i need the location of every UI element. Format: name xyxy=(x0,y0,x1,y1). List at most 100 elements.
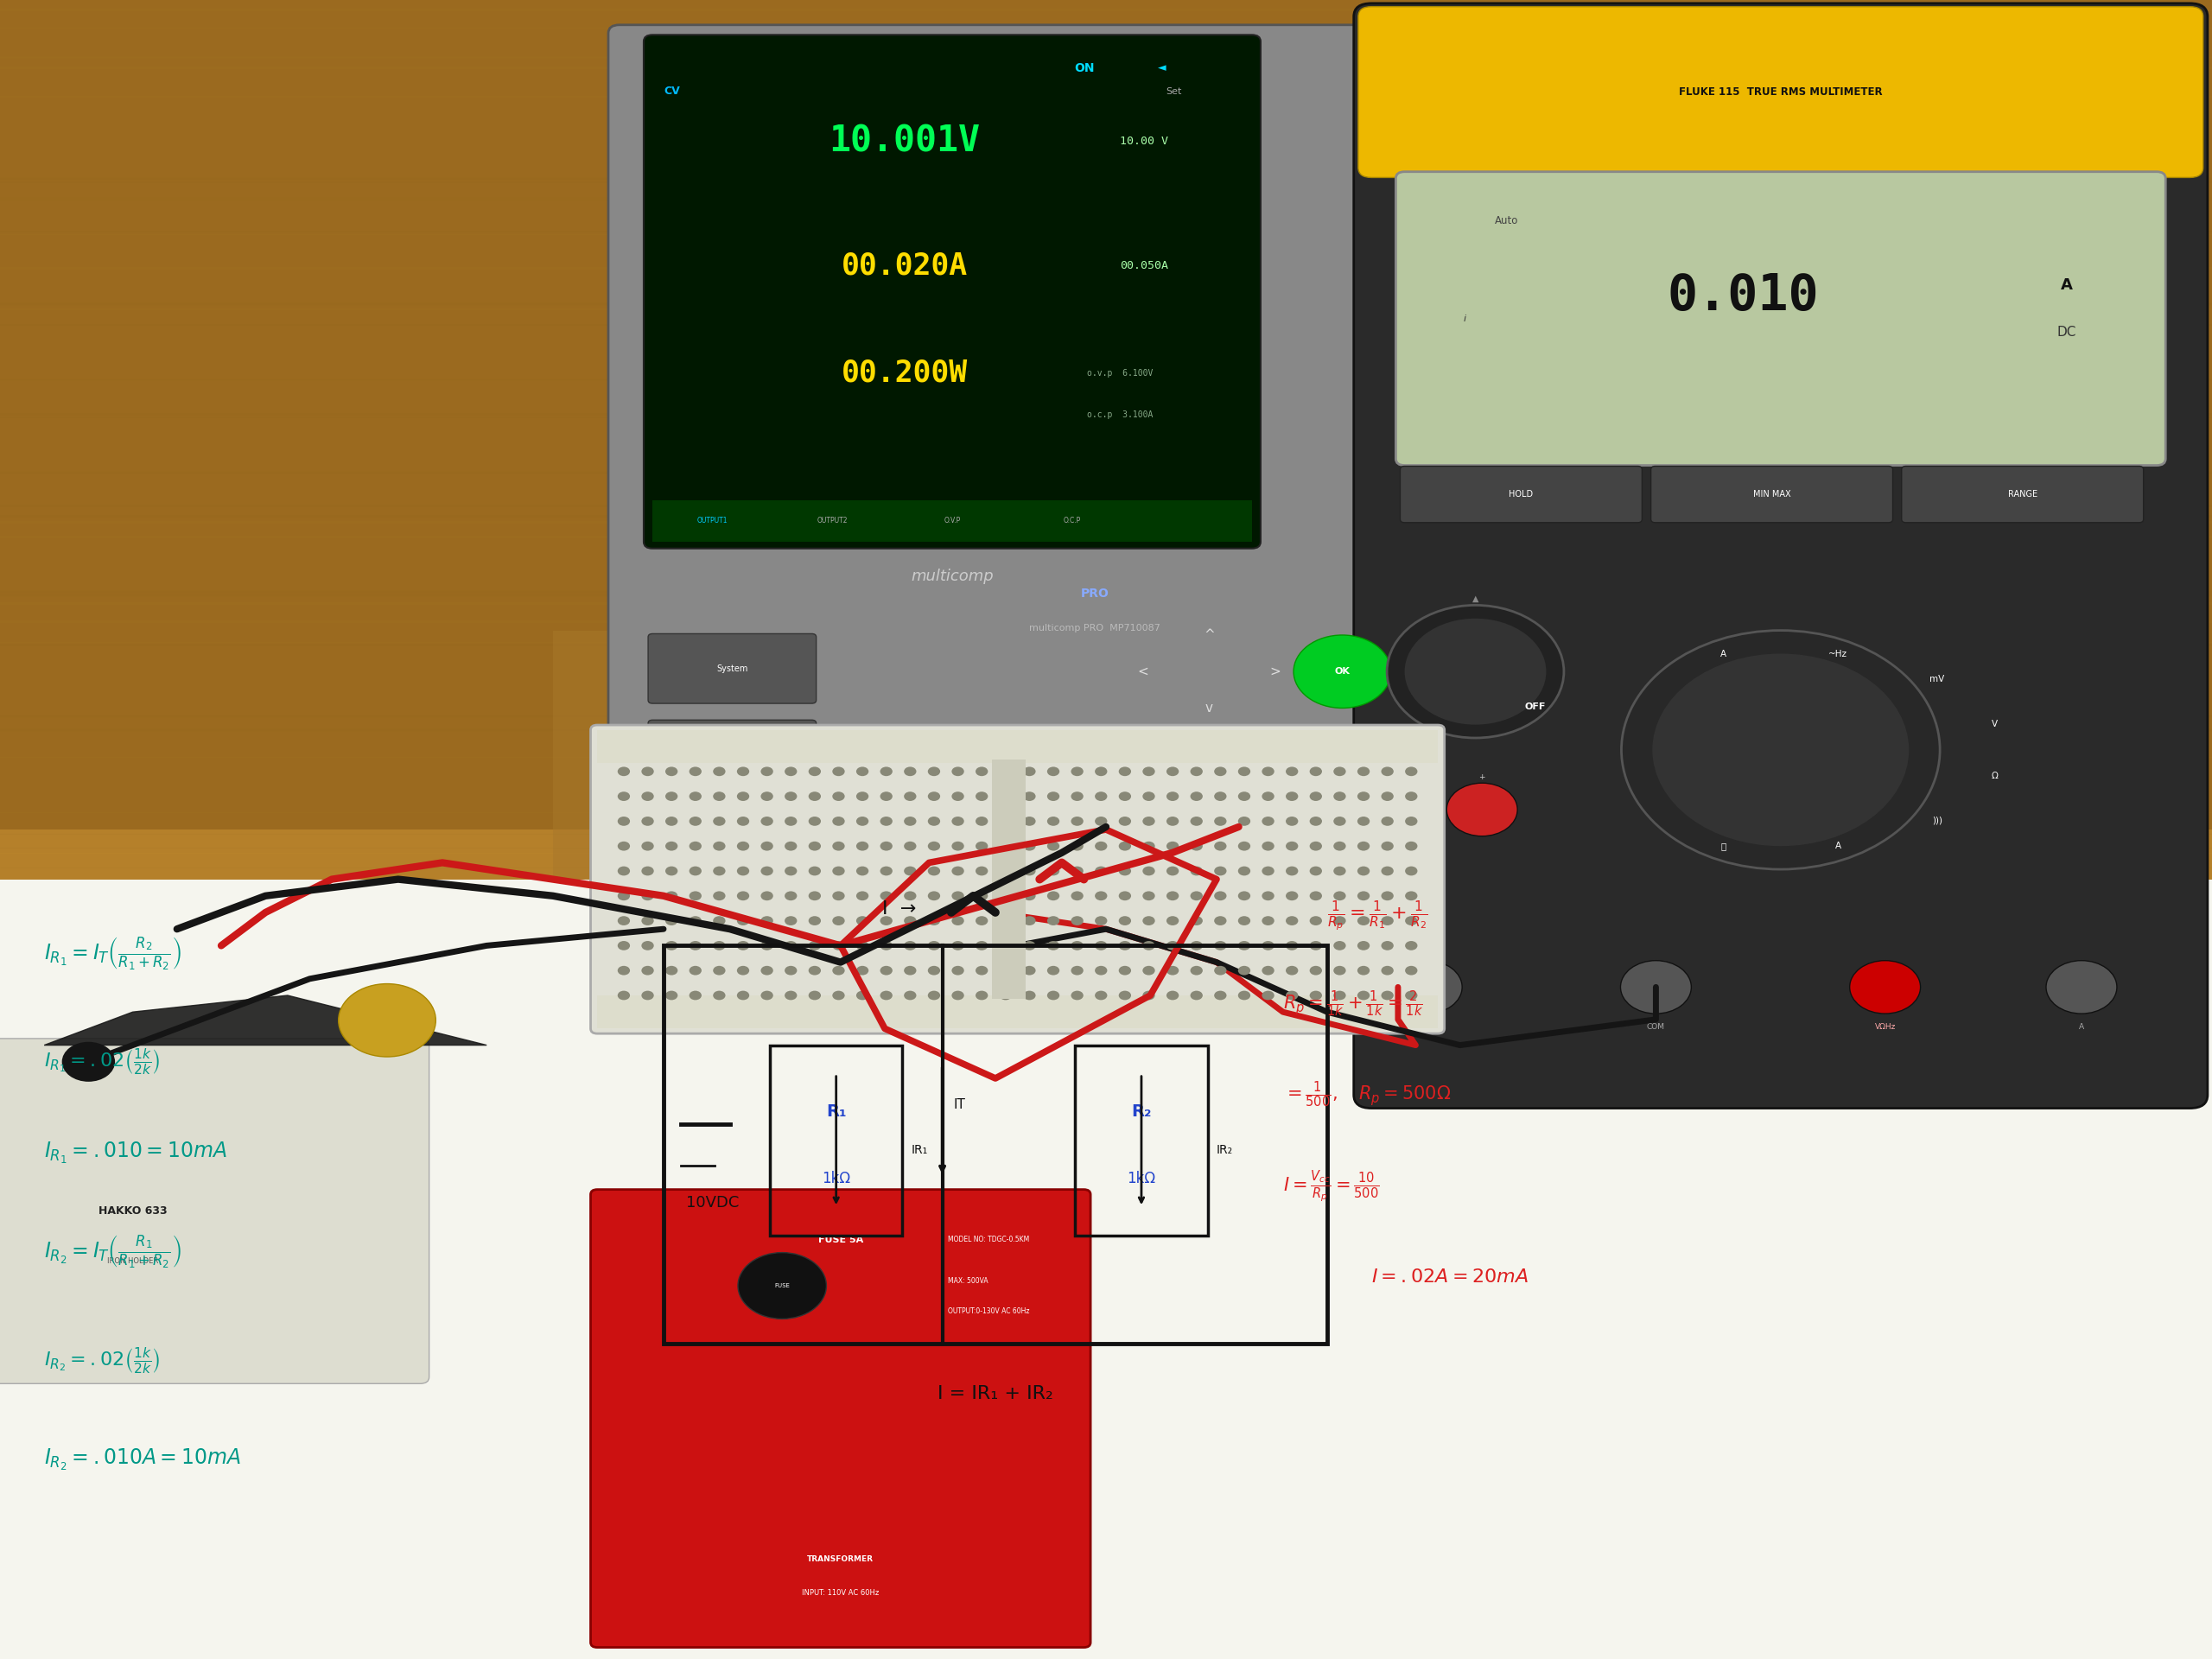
Circle shape xyxy=(1119,841,1130,851)
Circle shape xyxy=(1046,891,1060,901)
Circle shape xyxy=(1144,766,1155,776)
Circle shape xyxy=(1119,916,1130,926)
Text: IR₂: IR₂ xyxy=(1217,1145,1232,1156)
Circle shape xyxy=(880,916,891,926)
Text: IT: IT xyxy=(953,1098,964,1112)
Text: $I_{R_2} = I_T\left(\frac{R_1}{R_1+R_2}\right)$: $I_{R_2} = I_T\left(\frac{R_1}{R_1+R_2}\… xyxy=(44,1234,181,1271)
Circle shape xyxy=(712,941,726,951)
Circle shape xyxy=(1334,791,1345,801)
Circle shape xyxy=(1071,941,1084,951)
Circle shape xyxy=(1214,791,1225,801)
Bar xyxy=(597,730,1438,763)
Circle shape xyxy=(1358,866,1369,876)
Circle shape xyxy=(1261,941,1274,951)
Circle shape xyxy=(1166,766,1179,776)
Text: R₂: R₂ xyxy=(1130,1103,1152,1120)
Text: 1kΩ: 1kΩ xyxy=(1128,1171,1155,1186)
Circle shape xyxy=(785,866,796,876)
Circle shape xyxy=(905,841,916,851)
FancyBboxPatch shape xyxy=(1400,466,1641,523)
Text: 10.00 V: 10.00 V xyxy=(1119,136,1168,146)
Polygon shape xyxy=(44,995,487,1045)
Circle shape xyxy=(1190,891,1203,901)
Circle shape xyxy=(880,966,891,975)
Circle shape xyxy=(1095,816,1108,826)
Circle shape xyxy=(1046,866,1060,876)
Circle shape xyxy=(1652,654,1909,846)
Circle shape xyxy=(880,866,891,876)
Circle shape xyxy=(737,966,750,975)
Circle shape xyxy=(905,866,916,876)
Circle shape xyxy=(1119,766,1130,776)
Circle shape xyxy=(690,791,701,801)
Circle shape xyxy=(1358,841,1369,851)
Circle shape xyxy=(1119,791,1130,801)
Circle shape xyxy=(1095,891,1108,901)
Bar xyxy=(993,760,1026,999)
Circle shape xyxy=(617,966,630,975)
Circle shape xyxy=(1310,916,1323,926)
Circle shape xyxy=(1095,990,1108,1000)
Circle shape xyxy=(1261,916,1274,926)
Circle shape xyxy=(1190,766,1203,776)
Circle shape xyxy=(1405,966,1418,975)
Circle shape xyxy=(975,766,989,776)
Circle shape xyxy=(832,891,845,901)
Circle shape xyxy=(1144,791,1155,801)
Circle shape xyxy=(785,916,796,926)
Circle shape xyxy=(1144,916,1155,926)
Text: A: A xyxy=(1834,841,1840,851)
Text: ⏻: ⏻ xyxy=(1721,841,1725,851)
Circle shape xyxy=(1190,841,1203,851)
Text: Memory: Memory xyxy=(714,750,750,760)
Circle shape xyxy=(951,966,964,975)
Circle shape xyxy=(832,841,845,851)
Text: $R_p = \frac{1}{1k} + \frac{1}{1k} = \frac{2}{1k}$: $R_p = \frac{1}{1k} + \frac{1}{1k} = \fr… xyxy=(1283,989,1422,1019)
Bar xyxy=(597,995,1438,1029)
Circle shape xyxy=(338,984,436,1057)
Circle shape xyxy=(617,866,630,876)
Circle shape xyxy=(785,766,796,776)
Circle shape xyxy=(1405,941,1418,951)
FancyBboxPatch shape xyxy=(1354,3,2208,1108)
Circle shape xyxy=(641,866,655,876)
Circle shape xyxy=(1310,816,1323,826)
Circle shape xyxy=(1095,766,1108,776)
Circle shape xyxy=(1000,891,1011,901)
Circle shape xyxy=(1310,891,1323,901)
Circle shape xyxy=(856,891,869,901)
Circle shape xyxy=(690,966,701,975)
Circle shape xyxy=(1285,941,1298,951)
Circle shape xyxy=(1000,816,1011,826)
Circle shape xyxy=(1294,635,1391,708)
Circle shape xyxy=(975,816,989,826)
Circle shape xyxy=(856,866,869,876)
FancyBboxPatch shape xyxy=(1902,466,2143,523)
Bar xyxy=(0,879,2212,1659)
Circle shape xyxy=(927,816,940,826)
Circle shape xyxy=(1239,941,1250,951)
Circle shape xyxy=(785,990,796,1000)
Bar xyxy=(1075,1045,1208,1236)
Text: O.V.P: O.V.P xyxy=(945,516,960,524)
Circle shape xyxy=(1358,966,1369,975)
Text: >: > xyxy=(1270,665,1281,679)
FancyBboxPatch shape xyxy=(591,1190,1091,1647)
Circle shape xyxy=(1405,916,1418,926)
Circle shape xyxy=(880,766,891,776)
Circle shape xyxy=(1024,766,1035,776)
Circle shape xyxy=(1285,766,1298,776)
Circle shape xyxy=(712,866,726,876)
Text: FUSE: FUSE xyxy=(774,1282,790,1289)
Text: IRON HOLDER: IRON HOLDER xyxy=(106,1258,159,1264)
Circle shape xyxy=(737,891,750,901)
Circle shape xyxy=(856,816,869,826)
Circle shape xyxy=(1261,766,1274,776)
Circle shape xyxy=(1239,766,1250,776)
Circle shape xyxy=(1144,816,1155,826)
Circle shape xyxy=(927,941,940,951)
Polygon shape xyxy=(1239,810,1294,859)
Circle shape xyxy=(785,791,796,801)
Circle shape xyxy=(1261,791,1274,801)
Circle shape xyxy=(1334,891,1345,901)
